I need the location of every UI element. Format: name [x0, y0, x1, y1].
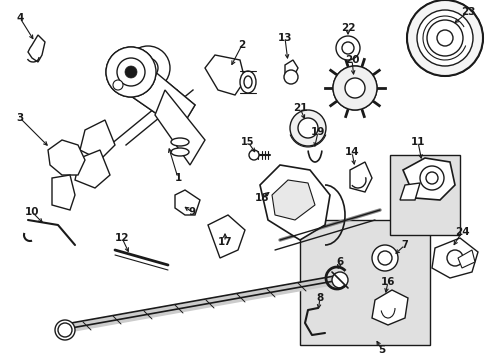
Circle shape — [341, 42, 353, 54]
Circle shape — [406, 0, 482, 76]
Circle shape — [248, 150, 259, 160]
Text: 18: 18 — [254, 193, 269, 203]
Polygon shape — [271, 180, 314, 220]
Text: 20: 20 — [344, 55, 359, 65]
Circle shape — [125, 66, 137, 78]
Circle shape — [416, 10, 472, 66]
Text: 3: 3 — [16, 113, 23, 123]
Text: 6: 6 — [336, 257, 343, 267]
Circle shape — [138, 58, 158, 78]
Text: 14: 14 — [344, 147, 359, 157]
Text: 1: 1 — [174, 173, 181, 183]
Text: 8: 8 — [316, 293, 323, 303]
Circle shape — [126, 46, 170, 90]
Text: 4: 4 — [16, 13, 23, 23]
Circle shape — [289, 110, 325, 146]
Text: 13: 13 — [277, 33, 292, 43]
Circle shape — [55, 320, 75, 340]
Polygon shape — [402, 158, 454, 200]
Polygon shape — [115, 55, 195, 130]
Text: 5: 5 — [378, 345, 385, 355]
Polygon shape — [75, 150, 110, 188]
Polygon shape — [371, 290, 407, 325]
Circle shape — [371, 245, 397, 271]
Text: 11: 11 — [410, 137, 425, 147]
Polygon shape — [52, 175, 75, 210]
Polygon shape — [285, 60, 297, 78]
Circle shape — [331, 272, 347, 288]
Text: 15: 15 — [241, 137, 254, 147]
Ellipse shape — [171, 138, 189, 146]
Ellipse shape — [240, 71, 256, 93]
Polygon shape — [457, 250, 474, 268]
Circle shape — [419, 166, 443, 190]
Circle shape — [345, 78, 364, 98]
Circle shape — [426, 20, 462, 56]
Polygon shape — [155, 90, 204, 165]
Polygon shape — [115, 55, 195, 130]
Text: 10: 10 — [25, 207, 39, 217]
Ellipse shape — [244, 76, 251, 88]
Circle shape — [332, 66, 376, 110]
Ellipse shape — [171, 148, 189, 156]
Circle shape — [106, 47, 156, 97]
Circle shape — [284, 70, 297, 84]
Polygon shape — [349, 162, 371, 192]
Ellipse shape — [58, 323, 72, 337]
Polygon shape — [48, 140, 85, 175]
Circle shape — [332, 66, 376, 110]
Text: 7: 7 — [401, 240, 407, 250]
Circle shape — [335, 36, 359, 60]
Text: 17: 17 — [217, 237, 232, 247]
Text: 23: 23 — [460, 7, 474, 17]
Circle shape — [106, 47, 156, 97]
Polygon shape — [260, 165, 329, 240]
Circle shape — [117, 58, 145, 86]
Bar — [389, 155, 459, 235]
Polygon shape — [28, 35, 45, 62]
Polygon shape — [175, 190, 200, 215]
Text: 9: 9 — [188, 207, 195, 217]
Polygon shape — [207, 215, 244, 258]
Text: 24: 24 — [454, 227, 468, 237]
Text: 22: 22 — [340, 23, 354, 33]
Text: 21: 21 — [292, 103, 306, 113]
Circle shape — [425, 172, 437, 184]
Text: 12: 12 — [115, 233, 129, 243]
Polygon shape — [431, 238, 477, 278]
Circle shape — [446, 250, 462, 266]
Circle shape — [377, 251, 391, 265]
Polygon shape — [80, 120, 115, 160]
Text: 16: 16 — [380, 277, 394, 287]
Circle shape — [406, 0, 482, 76]
Text: 2: 2 — [238, 40, 245, 50]
Circle shape — [436, 30, 452, 46]
Bar — [299, 220, 429, 345]
Circle shape — [113, 80, 123, 90]
Polygon shape — [204, 55, 244, 95]
Text: 19: 19 — [310, 127, 325, 137]
Circle shape — [297, 118, 317, 138]
Polygon shape — [399, 183, 419, 200]
